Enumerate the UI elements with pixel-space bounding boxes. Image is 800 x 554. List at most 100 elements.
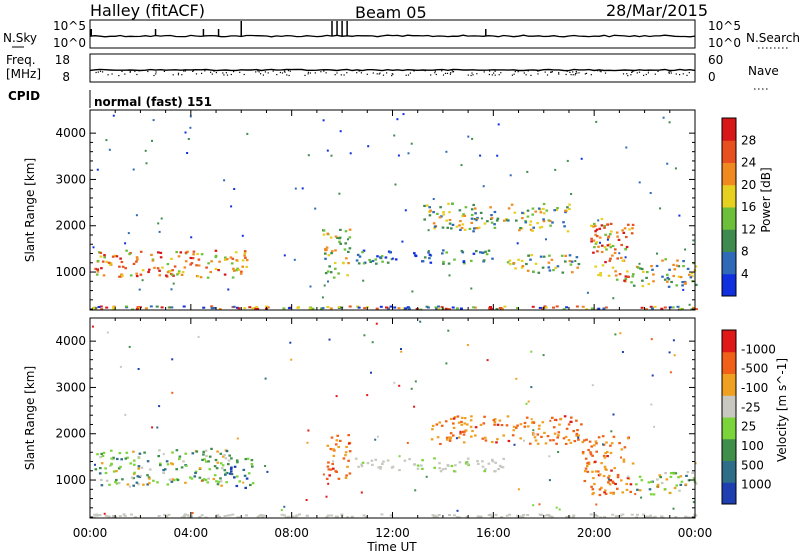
- nave-dot: [405, 74, 407, 76]
- scatter-cell: [607, 274, 611, 277]
- scatter-cell: [119, 465, 122, 468]
- nave-dot: [622, 73, 625, 75]
- nave-dot: [226, 74, 229, 76]
- scatter-cell: [461, 430, 465, 433]
- scatter-cell: [625, 482, 628, 486]
- scatter-cell: [609, 233, 612, 236]
- scatter-cell: [322, 119, 325, 122]
- scatter-cell: [239, 272, 243, 275]
- power-colorbar-label: Power [dB]: [759, 167, 773, 232]
- scatter-cell: [524, 221, 528, 224]
- scatter-cell: [170, 480, 174, 483]
- scatter-cell: [124, 413, 127, 416]
- scatter-cell: [132, 459, 136, 462]
- scatter-cell: [496, 423, 500, 426]
- scatter-cell: [493, 421, 497, 424]
- scatter-cell: [210, 305, 214, 308]
- scatter-cell: [459, 307, 463, 310]
- scatter-cell: [199, 276, 203, 279]
- scatter-cell: [689, 276, 693, 279]
- scatter-cell: [602, 307, 606, 310]
- scatter-cell: [460, 416, 464, 419]
- scatter-cell: [651, 268, 654, 271]
- nave-dot: [472, 74, 474, 76]
- scatter-cell: [595, 241, 599, 244]
- scatter-cell: [337, 445, 340, 449]
- scatter-cell: [178, 455, 182, 458]
- scatter-cell: [334, 443, 338, 446]
- scatter-cell: [232, 269, 236, 272]
- scatter-cell: [114, 480, 117, 484]
- scatter-cell: [415, 308, 419, 310]
- scatter-cell: [250, 459, 254, 462]
- scatter-cell: [437, 305, 441, 308]
- nave-dot: [262, 74, 264, 76]
- scatter-cell: [532, 421, 536, 424]
- scatter-cell: [127, 232, 130, 235]
- scatter-cell: [123, 514, 127, 517]
- scatter-cell: [527, 400, 530, 403]
- scatter-cell: [143, 451, 146, 454]
- scatter-cell: [489, 306, 492, 308]
- scatter-cell: [363, 334, 366, 337]
- nave-dot: [537, 73, 539, 75]
- scatter-cell: [487, 462, 491, 465]
- scatter-cell: [627, 223, 630, 226]
- scatter-cell: [490, 217, 494, 220]
- scatter-cell: [396, 118, 399, 121]
- scatter-cell: [533, 433, 535, 436]
- scatter-cell: [104, 514, 108, 517]
- scatter-cell: [492, 419, 496, 422]
- scatter-cell: [266, 470, 269, 473]
- scatter-cell: [322, 229, 326, 232]
- scatter-cell: [608, 259, 612, 262]
- scatter-cell: [439, 206, 442, 209]
- scatter-cell: [498, 307, 502, 309]
- scatter-cell: [554, 168, 557, 171]
- scatter-cell: [624, 275, 628, 278]
- scatter-cell: [230, 457, 233, 460]
- scatter-cell: [694, 462, 697, 465]
- scatter-cell: [527, 254, 530, 257]
- scatter-cell: [566, 159, 569, 162]
- scatter-cell: [283, 254, 286, 257]
- scatter-cell: [609, 451, 613, 455]
- y-tick-label: 1000: [55, 265, 86, 279]
- nave-dot: [272, 70, 274, 72]
- colorbar-swatch: [722, 229, 736, 252]
- nave-dot: [102, 71, 104, 73]
- scatter-cell: [679, 276, 683, 279]
- scatter-cell: [153, 266, 156, 269]
- scatter-cell: [459, 220, 462, 223]
- scatter-cell: [216, 450, 219, 453]
- scatter-cell: [589, 451, 592, 454]
- scatter-cell: [675, 484, 678, 487]
- nave-dot: [286, 74, 288, 76]
- scatter-cell: [314, 207, 317, 210]
- scatter-cell: [228, 472, 232, 475]
- scatter-cell: [498, 419, 502, 422]
- scatter-cell: [398, 469, 401, 472]
- nave-dot: [570, 74, 572, 76]
- nave-dot: [576, 72, 578, 74]
- scatter-cell: [410, 142, 413, 145]
- scatter-cell: [449, 417, 453, 421]
- scatter-cell: [470, 435, 473, 438]
- nave-dot: [239, 71, 241, 73]
- scatter-cell: [640, 479, 644, 482]
- y-tick-label: 3000: [55, 172, 86, 186]
- scatter-cell: [532, 429, 535, 432]
- scatter-cell: [208, 468, 212, 471]
- scatter-cell: [474, 212, 477, 215]
- noise-right-tick-top: 10^5: [708, 19, 741, 33]
- scatter-cell: [101, 260, 105, 263]
- scatter-cell: [617, 238, 621, 241]
- scatter-cell: [611, 254, 614, 257]
- scatter-cell: [158, 449, 161, 452]
- scatter-cell: [664, 258, 667, 261]
- scatter-cell: [194, 471, 197, 475]
- scatter-cell: [128, 345, 131, 348]
- scatter-cell: [264, 465, 267, 467]
- scatter-cell: [663, 488, 667, 491]
